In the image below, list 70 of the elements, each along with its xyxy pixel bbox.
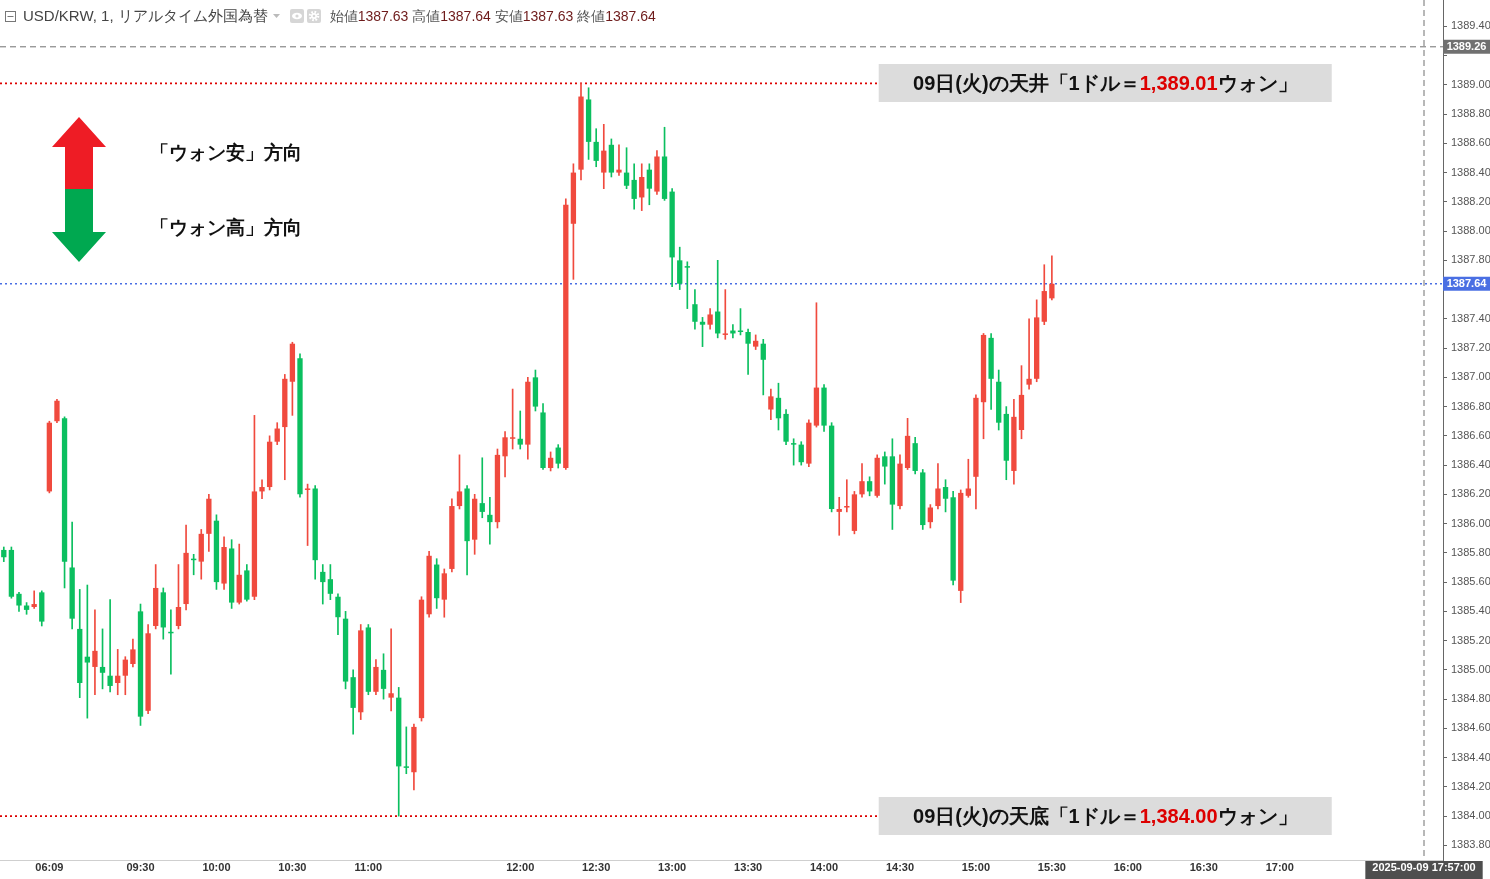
candlestick [965,458,971,498]
annotation: 09日(火)の天井「1ドル＝1,389.01ウォン」 [913,72,1298,95]
candlestick [684,261,690,309]
x-tick-label: 06:09 [35,860,64,873]
x-tick-label: 13:00 [658,860,687,873]
y-tick-label: 1384.20 [1451,779,1490,792]
candlestick [107,599,113,693]
y-tick-label: 1388.20 [1451,194,1490,207]
x-tick-label: 16:00 [1113,860,1142,873]
text: USD/KRW, 1, リアルタイム外国為替 [23,7,268,25]
x-tick-label: 2025-09-09 17:57:00 [1372,860,1476,873]
candlestick [320,564,326,605]
y-tick-label: 1386.40 [1451,458,1490,471]
ref-line-label: 1387.64 [1446,277,1488,290]
x-tick-label: 15:00 [961,860,990,873]
candlestick [115,649,121,696]
x-tick-label: 10:00 [202,860,231,873]
x-tick-label: 14:30 [885,860,915,873]
x-tick-label: 10:30 [278,860,307,873]
y-tick-label: 1384.80 [1451,692,1490,705]
y-tick-label: 1387.80 [1451,253,1490,266]
candlestick [722,289,728,340]
candlestick [1026,318,1032,390]
y-tick-label: 1386.20 [1451,487,1490,500]
candlestick [479,457,485,519]
y-tick-label: 1386.00 [1451,516,1490,529]
text: 始値1387.63 高値1387.64 安値1387.63 終値1387.64 [329,8,656,24]
y-tick-label: 1388.40 [1451,165,1490,178]
y-tick-label: 1389.40 [1451,19,1490,32]
candlestick [31,590,37,609]
y-tick-label: 1387.40 [1451,311,1490,324]
y-tick-label: 1385.60 [1451,575,1490,588]
y-tick-label: 1384.00 [1451,809,1490,822]
x-tick-label: 14:00 [809,860,839,873]
candlestick [844,479,850,513]
candlestick [92,609,98,696]
y-tick-label: 1388.60 [1451,136,1490,149]
y-tick-label: 1385.40 [1451,604,1490,617]
y-tick-label: 1383.80 [1451,838,1490,851]
annotation: 「ウォン高」方向 [150,216,302,240]
x-tick-label: 12:30 [582,860,611,873]
ref-line-label: 1389.26 [1446,40,1487,53]
candlestick [388,628,394,712]
y-tick-label: 1386.60 [1451,428,1490,441]
y-tick-label: 1386.80 [1451,399,1490,412]
x-tick-label: 15:30 [1037,860,1066,873]
annotation: 「ウォン安」方向 [150,141,302,165]
y-tick-label: 1388.80 [1451,107,1490,120]
y-tick-label: 1388.00 [1451,224,1490,237]
y-tick-label: 1384.60 [1451,721,1490,734]
candlestick [836,496,842,536]
candlestick [487,496,493,545]
y-tick-label: 1385.20 [1451,633,1490,646]
y-tick-label: 1384.40 [1451,750,1490,763]
candlestick [616,144,622,176]
x-tick-label: 13:30 [734,860,763,873]
candlestick [259,479,265,500]
y-tick-label: 1385.80 [1451,545,1490,558]
y-tick-label: 1385.00 [1451,662,1490,675]
x-tick-label: 17:00 [1265,860,1294,873]
y-tick-label: 1387.00 [1451,370,1490,383]
y-tick-label: 1389.00 [1451,77,1490,90]
x-tick-label: 09:30 [126,860,155,873]
x-tick-label: 11:00 [354,860,383,873]
y-tick-label: 1387.20 [1451,341,1490,354]
candlestick [403,726,409,775]
x-tick-label: 12:00 [506,860,535,873]
annotation: 09日(火)の天底「1ドル＝1,384.00ウォン」 [913,805,1298,828]
candlestick [517,410,523,450]
x-tick-label: 16:30 [1189,860,1218,873]
